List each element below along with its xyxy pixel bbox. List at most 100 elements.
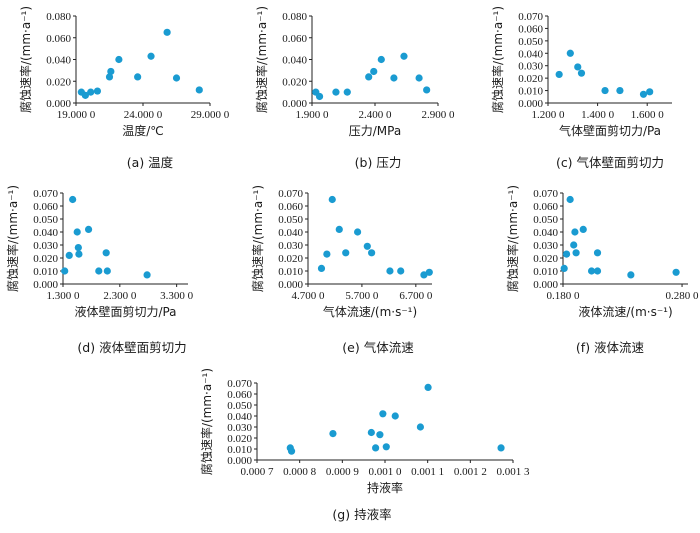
- data-point: [572, 249, 580, 257]
- y-tick-label: 0.010: [227, 444, 252, 456]
- x-tick-label: 1.400 0: [581, 109, 615, 121]
- x-tick-label: 1.200 0: [532, 109, 566, 121]
- y-tick-label: 0.000: [33, 279, 58, 291]
- y-tick-label: 0.020: [533, 253, 558, 265]
- y-tick-label: 0.000: [46, 98, 71, 110]
- x-tick-label: 2.900 0: [422, 109, 456, 121]
- data-point: [69, 195, 77, 204]
- y-tick-label: 0.000: [227, 455, 252, 467]
- data-point: [329, 430, 337, 438]
- y-axis-label: 腐蚀速率/(mm·a⁻¹): [18, 6, 33, 113]
- chart-caption: (g) 持液率: [332, 507, 391, 522]
- y-tick-label: 0.060: [278, 201, 303, 213]
- data-point: [343, 88, 351, 96]
- data-point: [342, 249, 350, 257]
- chart-b: 0.000 0.020 0.040 0.060 0.080 1.900 0 2.400 0 2…: [254, 6, 455, 170]
- data-point: [163, 28, 171, 36]
- data-point: [397, 267, 405, 275]
- y-tick-label: 0.040: [46, 55, 71, 67]
- y-tick-label: 0.050: [33, 214, 58, 226]
- data-point: [379, 410, 387, 418]
- data-point: [61, 267, 69, 275]
- data-point: [400, 52, 408, 60]
- data-point: [287, 447, 296, 455]
- x-tick-label: 0.000 7: [241, 466, 275, 478]
- data-point: [616, 86, 624, 95]
- y-tick-label: 0.050: [278, 214, 303, 226]
- x-tick-label: 24.000 0: [124, 109, 163, 121]
- data-point: [555, 70, 563, 79]
- y-tick-label: 0.070: [227, 378, 252, 390]
- y-axis-label: 腐蚀速率/(mm·a⁻¹): [490, 6, 505, 113]
- data-point: [143, 271, 151, 279]
- y-tick-label: 0.040: [533, 227, 558, 239]
- y-tick-label: 0.000: [278, 279, 303, 291]
- x-axis-label: 温度/℃: [122, 123, 164, 138]
- y-tick-label: 0.050: [227, 400, 252, 412]
- chart-g: 0.0000.0100.0200.0300.0400.0500.0600.070…: [199, 368, 530, 522]
- x-tick-label: 6.700 0: [399, 290, 433, 302]
- y-tick-label: 0.010: [533, 266, 558, 278]
- y-tick-label: 0.040: [282, 55, 307, 67]
- chart-a: 0.000 0.020 0.040 0.060 0.080 19.000 0 24.000 …: [18, 6, 230, 170]
- data-point: [323, 250, 331, 258]
- data-point: [172, 74, 181, 82]
- data-point: [372, 444, 380, 452]
- y-tick-label: 0.060: [518, 23, 543, 35]
- data-point: [93, 87, 102, 95]
- x-tick-label: 1.300 0: [47, 290, 81, 302]
- data-point: [672, 268, 680, 276]
- y-axis-label: 腐蚀速率/(mm·a⁻¹): [5, 185, 20, 292]
- y-tick-label: 0.000: [518, 98, 543, 110]
- data-point: [332, 88, 340, 96]
- data-point: [386, 267, 394, 275]
- data-point: [627, 271, 635, 279]
- data-point: [601, 86, 609, 95]
- data-point: [423, 86, 431, 94]
- x-axis-label: 压力/MPa: [349, 124, 401, 138]
- y-axis-label: 腐蚀速率/(mm·a⁻¹): [254, 6, 269, 113]
- chart-d: 0.0000.0100.0200.0300.0400.0500.0600.070…: [5, 185, 194, 355]
- data-point: [115, 55, 123, 64]
- x-axis-label: 气体壁面剪切力/Pa: [559, 123, 661, 138]
- data-point: [579, 225, 587, 233]
- data-point: [424, 383, 432, 391]
- x-tick-label: 0.000 9: [326, 466, 360, 478]
- data-point: [646, 88, 654, 96]
- y-tick-label: 0.060: [46, 33, 71, 45]
- data-point: [95, 267, 103, 275]
- y-tick-label: 0.050: [518, 36, 543, 48]
- data-point: [365, 73, 373, 81]
- y-tick-label: 0.020: [227, 433, 252, 445]
- x-tick-label: 0.001 1: [411, 466, 444, 478]
- data-point: [593, 249, 602, 257]
- data-point: [134, 73, 142, 81]
- y-tick-label: 0.060: [533, 201, 558, 213]
- y-tick-label: 0.040: [518, 48, 543, 60]
- chart-e: 0.0000.0100.0200.0300.0400.0500.0600.070…: [250, 185, 433, 355]
- chart-caption: (a) 温度: [127, 155, 174, 170]
- x-tick-label: 5.700 0: [345, 290, 379, 302]
- data-point: [570, 241, 578, 249]
- y-tick-label: 0.010: [33, 266, 58, 278]
- chart-c: 0.0000.0100.0200.0300.0400.0500.0600.070…: [490, 6, 672, 170]
- x-tick-label: 1.600 0: [631, 109, 665, 121]
- y-tick-label: 0.000: [533, 279, 558, 291]
- y-tick-label: 0.080: [282, 11, 307, 23]
- data-point: [560, 264, 568, 272]
- y-tick-label: 0.020: [33, 253, 58, 265]
- chart-caption: (e) 气体流速: [342, 340, 414, 355]
- data-point: [73, 228, 81, 236]
- y-tick-label: 0.060: [282, 33, 307, 45]
- data-point: [377, 55, 385, 64]
- x-tick-label: 1.900 0: [296, 109, 330, 121]
- data-point: [102, 249, 110, 257]
- y-tick-label: 0.010: [278, 266, 303, 278]
- data-point: [415, 74, 423, 82]
- y-axis-label: 腐蚀速率/(mm·a⁻¹): [505, 185, 520, 292]
- x-tick-label: 2.300 0: [103, 290, 137, 302]
- x-tick-label: 0.001 3: [497, 466, 531, 478]
- y-tick-label: 0.020: [46, 76, 71, 88]
- data-point: [376, 431, 384, 439]
- y-tick-label: 0.070: [533, 188, 558, 200]
